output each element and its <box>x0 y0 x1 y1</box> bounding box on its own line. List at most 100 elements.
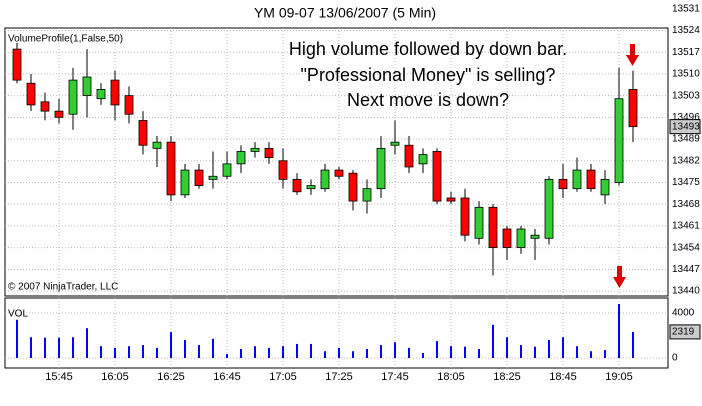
volume-bar <box>576 346 578 358</box>
x-tick-label: 17:25 <box>325 371 353 383</box>
candle-body <box>530 234 540 239</box>
volume-bar <box>324 351 326 358</box>
volume-bar <box>450 346 452 358</box>
x-tick-label: 18:25 <box>493 371 521 383</box>
price-panel <box>4 27 669 297</box>
volume-bar <box>478 348 480 358</box>
volume-bar <box>184 339 186 358</box>
volume-bar <box>366 348 368 358</box>
candle-body <box>376 147 386 190</box>
volume-bar <box>352 351 354 358</box>
volume-bar <box>282 346 284 358</box>
last-volume-box <box>669 324 701 340</box>
candle-body <box>334 169 344 177</box>
volume-panel <box>4 297 669 369</box>
y-tick-label: 13454 <box>672 242 700 253</box>
candle-body <box>208 175 218 180</box>
candle-body <box>166 141 176 196</box>
candle-body <box>600 178 610 196</box>
volume-bar <box>114 347 116 358</box>
last-volume: 2319 <box>672 327 695 338</box>
volume-bar <box>86 328 88 358</box>
y-tick-label: 13461 <box>672 221 700 232</box>
y-tick-label: 13531 <box>672 3 700 14</box>
y-tick-label: 13440 <box>672 286 700 297</box>
volume-bar <box>562 337 564 358</box>
volume-bar <box>394 342 396 358</box>
candle-body <box>250 147 260 152</box>
x-tick-label: 16:45 <box>213 371 241 383</box>
candle-body <box>138 120 148 146</box>
volume-bar <box>436 341 438 358</box>
y-tick-label: 13510 <box>672 69 700 80</box>
candle-body <box>54 110 64 118</box>
volume-bar <box>128 346 130 358</box>
x-tick-label: 17:45 <box>381 371 409 383</box>
annotation: Next move is down? <box>347 90 509 110</box>
y-tick-label: 13524 <box>672 25 700 36</box>
candle-body <box>82 76 92 97</box>
volume-bar <box>422 352 424 358</box>
candle-body <box>628 89 638 128</box>
volume-label: VOL <box>8 309 28 320</box>
candle-body <box>614 98 624 183</box>
volume-bar <box>338 347 340 358</box>
y-tick-label: 13489 <box>672 134 700 145</box>
candle-body <box>418 154 428 165</box>
y-tick-label: 13447 <box>672 264 700 275</box>
candle-body <box>502 228 512 249</box>
volume-bar <box>268 347 270 358</box>
candle-body <box>292 178 302 193</box>
candle-body <box>26 82 36 106</box>
volume-bar <box>226 354 228 358</box>
volume-bar <box>58 337 60 358</box>
candle-body <box>306 185 316 190</box>
volume-bar <box>44 337 46 358</box>
copyright: © 2007 NinjaTrader, LLC <box>8 282 118 293</box>
candle-body <box>446 197 456 202</box>
volume-bar <box>548 339 550 358</box>
last-price-box <box>669 119 701 135</box>
y-tick-label: 13468 <box>672 199 700 210</box>
candle-body <box>194 169 204 186</box>
candle-body <box>558 178 568 190</box>
x-tick-label: 19:05 <box>605 371 633 383</box>
candle-body <box>544 178 554 239</box>
candle-body <box>264 147 274 159</box>
volume-bar <box>310 343 312 358</box>
volume-bar <box>240 348 242 358</box>
candle-body <box>96 89 106 100</box>
volume-bar <box>506 337 508 358</box>
last-price: 13493 <box>672 121 700 132</box>
candle-body <box>124 95 134 115</box>
y-tick-label: 13503 <box>672 90 700 101</box>
candle-body <box>68 79 78 115</box>
volume-bar <box>30 337 32 358</box>
volume-bar <box>632 331 634 358</box>
volume-bar <box>254 346 256 358</box>
candle-body <box>474 206 484 239</box>
volume-bar <box>520 345 522 358</box>
y-tick-label: 13475 <box>672 177 700 188</box>
volume-bar <box>618 303 620 358</box>
y-tick-label: 13517 <box>672 47 700 58</box>
x-tick-label: 15:45 <box>45 371 73 383</box>
vol-tick-label: 0 <box>672 353 678 364</box>
volume-bar <box>492 324 494 358</box>
candle-body <box>516 228 526 249</box>
candle-body <box>152 141 162 149</box>
volume-bar <box>380 345 382 358</box>
x-tick-label: 16:05 <box>101 371 129 383</box>
candle-body <box>180 169 190 196</box>
candle-body <box>362 188 372 202</box>
annotation: High volume followed by down bar. <box>289 39 567 59</box>
volume-bar <box>170 332 172 358</box>
candle-body <box>278 160 288 180</box>
volume-bar <box>604 350 606 358</box>
candle-body <box>460 197 470 236</box>
x-tick-label: 18:45 <box>549 371 577 383</box>
candle-body <box>222 163 232 177</box>
arrow <box>613 44 639 288</box>
volume-bar <box>198 345 200 358</box>
